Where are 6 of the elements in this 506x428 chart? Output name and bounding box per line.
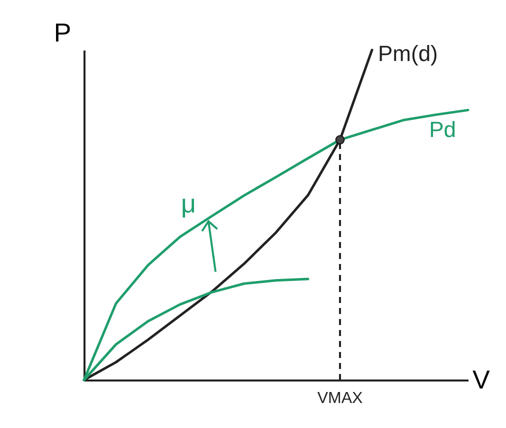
text: VMAX — [317, 390, 363, 407]
series-label: Pd — [429, 117, 456, 142]
series-label: Pm(d) — [378, 41, 438, 66]
annotation: μ — [181, 188, 196, 219]
y-axis-title: P — [54, 18, 72, 48]
x-axis-title: V — [472, 364, 490, 394]
